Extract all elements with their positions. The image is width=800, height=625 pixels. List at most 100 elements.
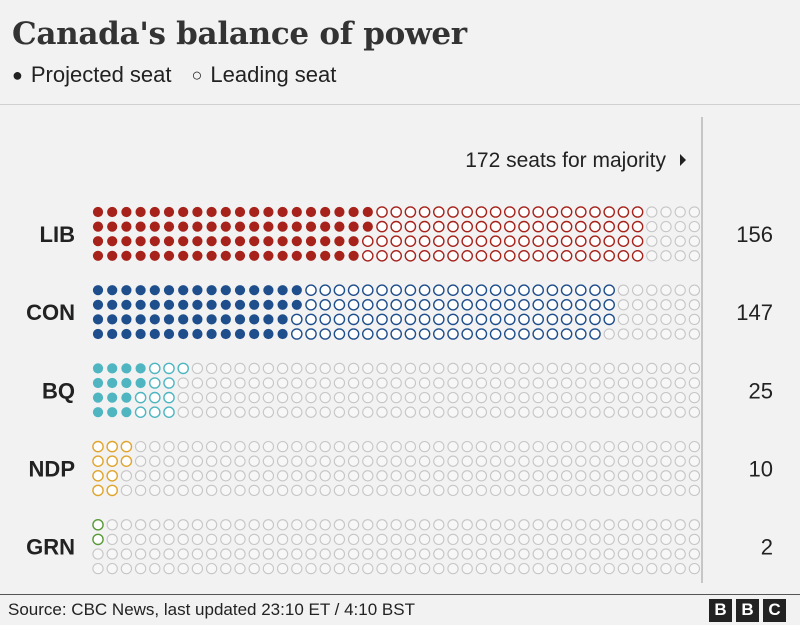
seat-dot-empty <box>333 519 346 531</box>
seat-dot-leading <box>617 206 630 218</box>
seat-dot-leading <box>603 313 616 326</box>
seat-dot-projected <box>121 299 132 310</box>
seat-dot-leading <box>631 206 644 218</box>
seat-dot-empty <box>362 562 374 575</box>
seat-dot-leading <box>361 328 374 340</box>
hollow-dot-icon: ○ <box>191 64 203 85</box>
seat-dot-projected <box>149 314 160 325</box>
seat-dot-empty <box>248 533 260 546</box>
seat-dot-projected <box>192 299 203 310</box>
seat-dot-projected <box>192 285 203 296</box>
seat-dot-empty <box>291 362 303 375</box>
seat-dot-empty <box>631 455 644 467</box>
seat-dot-leading <box>532 235 545 247</box>
seat-dot-leading <box>518 298 530 311</box>
seat-dot-projected <box>277 221 288 232</box>
seat-dot-projected <box>135 314 146 325</box>
seat-dot-leading <box>92 484 104 497</box>
seat-dot-empty <box>532 548 544 560</box>
seat-dot-empty <box>177 533 189 546</box>
seat-dot-leading <box>461 313 474 326</box>
legend-leading: ○ Leading seat <box>192 62 337 88</box>
seat-dot-empty <box>589 455 601 467</box>
seat-dot-empty <box>660 519 672 531</box>
seat-dot-empty <box>220 377 232 389</box>
seat-dot-projected <box>220 328 231 340</box>
seat-dot-empty <box>149 455 161 467</box>
seat-dot-empty <box>347 406 360 418</box>
seat-dot-empty <box>191 455 204 467</box>
seat-dot-empty <box>376 470 388 482</box>
seat-dot-projected <box>263 206 274 218</box>
seat-dot-empty <box>433 406 445 418</box>
seat-dot-empty <box>347 440 360 453</box>
seat-dot-empty <box>461 533 473 546</box>
seat-total: 156 <box>736 222 773 247</box>
seat-dot-empty <box>248 484 260 497</box>
seat-dot-empty <box>646 362 658 375</box>
seat-dot-empty <box>205 362 218 375</box>
seat-dot-empty <box>376 391 388 404</box>
seat-dot-empty <box>617 470 630 482</box>
seat-dot-empty <box>660 299 672 311</box>
seat-dot-leading <box>319 284 332 296</box>
seat-dot-projected <box>107 221 118 232</box>
seat-dot-empty <box>603 519 615 531</box>
seat-dot-empty <box>631 406 644 418</box>
seat-dot-empty <box>688 377 701 389</box>
seat-dot-projected <box>149 221 160 232</box>
seat-dot-empty <box>134 440 147 453</box>
seat-dot-empty <box>631 284 644 296</box>
seat-dot-empty <box>646 440 658 453</box>
seat-dot-leading <box>432 220 445 233</box>
seat-dot-empty <box>319 377 331 389</box>
seat-dot-empty <box>205 455 218 467</box>
seat-dot-empty <box>305 484 317 497</box>
seat-dot-projected <box>121 392 132 403</box>
seat-dot-leading <box>305 284 317 296</box>
seat-dot-empty <box>177 519 189 531</box>
seat-dot-leading <box>404 206 417 218</box>
seat-dot-empty <box>276 440 289 453</box>
seat-dot-leading <box>489 284 502 296</box>
seat-dot-empty <box>518 440 530 453</box>
seat-dot-empty <box>518 548 530 560</box>
seat-dot-empty <box>589 533 601 546</box>
seat-dot-projected <box>291 250 302 261</box>
seat-dot-empty <box>518 455 530 467</box>
seat-dot-empty <box>390 470 402 482</box>
seat-dot-leading <box>546 313 559 326</box>
seat-dot-empty <box>646 406 658 418</box>
seat-dot-empty <box>404 362 417 375</box>
seat-dot-leading <box>461 249 474 262</box>
seat-dot-leading <box>418 249 431 262</box>
seat-dot-projected <box>249 314 260 325</box>
seat-dot-projected <box>348 206 359 218</box>
seat-dot-empty <box>546 391 559 404</box>
seat-dot-empty <box>163 533 175 546</box>
seat-dot-leading <box>489 249 502 262</box>
seat-dot-empty <box>262 519 275 531</box>
seat-dot-leading <box>489 313 502 326</box>
seat-dot-empty <box>234 440 246 453</box>
seat-dot-empty <box>575 362 587 375</box>
chart-title: Canada's balance of power <box>12 16 467 52</box>
seat-dot-projected <box>163 314 175 325</box>
seat-dot-projected <box>135 285 146 296</box>
seat-dot-leading <box>503 206 516 218</box>
seat-dot-leading <box>603 284 616 296</box>
seat-dot-leading <box>305 328 317 340</box>
seat-dot-empty <box>674 362 686 375</box>
seat-dot-leading <box>106 440 118 453</box>
seat-dot-empty <box>447 562 459 575</box>
seat-dot-empty <box>674 377 686 389</box>
seat-dot-empty <box>120 470 133 482</box>
seat-dot-projected <box>234 221 246 232</box>
seat-dot-projected <box>121 206 132 218</box>
seat-dot-leading <box>475 206 488 218</box>
seat-dot-projected <box>192 206 203 218</box>
seat-dot-leading <box>518 284 530 296</box>
seat-dot-leading <box>518 249 530 262</box>
seat-dot-leading <box>305 313 317 326</box>
seat-dot-empty <box>532 519 544 531</box>
